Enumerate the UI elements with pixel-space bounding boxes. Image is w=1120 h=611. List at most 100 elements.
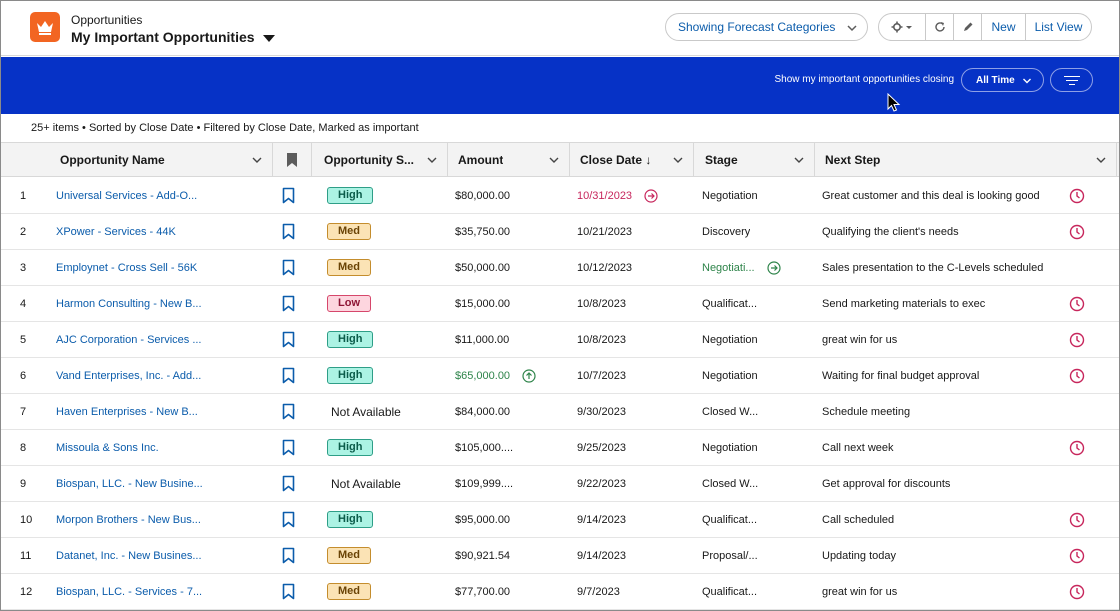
next-step-cell: great win for us	[822, 322, 1062, 357]
bookmark-toggle[interactable]	[282, 430, 302, 465]
priority-cell: High	[327, 430, 437, 465]
opportunity-name-link[interactable]: XPower - Services - 44K	[56, 214, 216, 249]
new-button[interactable]: New	[981, 14, 1025, 40]
amount-cell: $95,000.00	[455, 502, 565, 537]
arrow-right-circle-icon	[766, 260, 781, 275]
list-view-selector[interactable]: My Important Opportunities	[71, 29, 275, 45]
list-view-button[interactable]: List View	[1025, 14, 1091, 40]
filter-button[interactable]	[1050, 68, 1093, 92]
activity-reminder[interactable]	[1069, 430, 1087, 465]
column-next-step[interactable]: Next Step	[815, 143, 1117, 177]
opportunity-name-link[interactable]: Missoula & Sons Inc.	[56, 430, 216, 465]
clock-icon[interactable]	[1069, 332, 1085, 348]
bookmark-toggle[interactable]	[282, 538, 302, 573]
stage-value: Negotiation	[702, 369, 758, 382]
clock-icon[interactable]	[1069, 296, 1085, 312]
close-date-value: 10/12/2023	[577, 261, 633, 274]
opportunity-name-link[interactable]: Universal Services - Add-O...	[56, 178, 216, 213]
refresh-icon	[934, 22, 945, 32]
amount-cell: $15,000.00	[455, 286, 565, 321]
stage-value: Discovery	[702, 225, 751, 238]
stage-cell: Qualificat...	[702, 286, 792, 321]
activity-reminder[interactable]	[1069, 178, 1087, 213]
stage-cell: Negotiation	[702, 178, 792, 213]
bookmark-toggle[interactable]	[282, 466, 302, 501]
opportunity-name-link[interactable]: Vand Enterprises, Inc. - Add...	[56, 358, 216, 393]
row-number: 7	[20, 405, 27, 418]
column-close-date[interactable]: Close Date ↓	[570, 143, 694, 177]
stage-value: Qualificat...	[702, 585, 758, 598]
bookmark-toggle[interactable]	[282, 574, 302, 609]
filter-icon-line	[1066, 80, 1078, 81]
table-row: 6 Vand Enterprises, Inc. - Add... High $65,…	[1, 358, 1119, 394]
activity-reminder[interactable]	[1069, 286, 1087, 321]
opportunity-name-link[interactable]: Morpon Brothers - New Bus...	[56, 502, 216, 537]
bookmark-toggle[interactable]	[282, 394, 302, 429]
column-label: Next Step	[825, 153, 881, 167]
bookmark-toggle[interactable]	[282, 214, 302, 249]
opportunity-name-link[interactable]: Employnet - Cross Sell - 56K	[56, 250, 216, 285]
clock-icon[interactable]	[1069, 584, 1085, 600]
column-bookmark[interactable]	[273, 143, 312, 177]
bookmark-toggle[interactable]	[282, 502, 302, 537]
period-dropdown[interactable]: All Time	[961, 68, 1044, 92]
opportunity-name-link[interactable]: AJC Corporation - Services ...	[56, 322, 216, 357]
column-amount[interactable]: Amount	[448, 143, 570, 177]
priority-badge: High	[327, 511, 374, 528]
amount-value: $90,921.54	[455, 549, 511, 562]
activity-reminder[interactable]	[1069, 538, 1087, 573]
bookmark-toggle[interactable]	[282, 250, 302, 285]
clock-icon[interactable]	[1069, 188, 1085, 204]
opportunity-name-link[interactable]: Biospan, LLC. - New Busine...	[56, 466, 216, 501]
activity-reminder[interactable]	[1069, 358, 1087, 393]
clock-icon[interactable]	[1069, 512, 1085, 528]
activity-reminder[interactable]	[1069, 322, 1087, 357]
pencil-icon	[963, 22, 972, 31]
chevron-down-icon	[794, 157, 804, 163]
next-step-cell: Sales presentation to the C-Levels sched…	[822, 250, 1062, 285]
opportunity-name-link[interactable]: Harmon Consulting - New B...	[56, 286, 216, 321]
amount-cell: $77,700.00	[455, 574, 565, 609]
forecast-categories-button[interactable]: Showing Forecast Categories	[665, 13, 868, 41]
bookmark-outline-icon	[282, 367, 295, 384]
clock-icon[interactable]	[1069, 548, 1085, 564]
stage-cell: Closed W...	[702, 394, 792, 429]
stage-value: Negotiation	[702, 333, 758, 346]
stage-cell: Negotiation	[702, 430, 792, 465]
bookmark-toggle[interactable]	[282, 358, 302, 393]
row-number: 9	[20, 477, 27, 490]
close-date-cell: 10/21/2023	[577, 214, 687, 249]
chevron-down-icon	[1096, 157, 1106, 163]
bookmark-toggle[interactable]	[282, 322, 302, 357]
column-opportunity-name[interactable]: Opportunity Name	[46, 143, 273, 177]
clock-icon[interactable]	[1069, 440, 1085, 456]
bookmark-toggle[interactable]	[282, 286, 302, 321]
next-step-value: Great customer and this deal is looking …	[822, 189, 1040, 202]
opportunity-name: Missoula & Sons Inc.	[56, 441, 159, 454]
close-date-value: 9/14/2023	[577, 513, 626, 526]
opportunity-name: Haven Enterprises - New B...	[56, 405, 198, 418]
column-opportunity-score[interactable]: Opportunity S...	[312, 143, 448, 177]
priority-cell: Med	[327, 214, 437, 249]
opportunity-name-link[interactable]: Biospan, LLC. - Services - 7...	[56, 574, 216, 609]
chevron-down-icon	[847, 25, 857, 32]
activity-reminder[interactable]	[1069, 574, 1087, 609]
edit-button[interactable]	[953, 14, 981, 40]
refresh-button[interactable]	[925, 14, 953, 40]
close-date-cell: 9/22/2023	[577, 466, 687, 501]
column-stage[interactable]: Stage	[694, 143, 815, 177]
table-row: 10 Morpon Brothers - New Bus... High $95,00…	[1, 502, 1119, 538]
opportunity-name-link[interactable]: Datanet, Inc. - New Busines...	[56, 538, 216, 573]
forecast-button-label: Showing Forecast Categories	[678, 20, 836, 34]
opportunity-name-link[interactable]: Haven Enterprises - New B...	[56, 394, 216, 429]
clock-icon[interactable]	[1069, 224, 1085, 240]
stage-cell: Closed W...	[702, 466, 792, 501]
activity-reminder[interactable]	[1069, 214, 1087, 249]
settings-menu-button[interactable]	[879, 14, 925, 40]
bookmark-toggle[interactable]	[282, 178, 302, 213]
table-row: 5 AJC Corporation - Services ... High $11,0…	[1, 322, 1119, 358]
clock-icon[interactable]	[1069, 368, 1085, 384]
activity-reminder[interactable]	[1069, 502, 1087, 537]
close-date-value: 9/14/2023	[577, 549, 626, 562]
chevron-down-icon	[1023, 78, 1031, 84]
